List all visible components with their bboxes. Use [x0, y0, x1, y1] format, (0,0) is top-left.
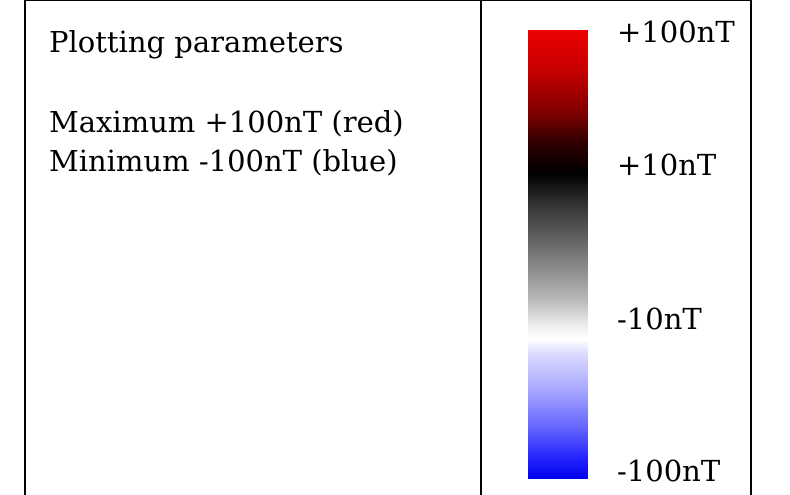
colorbar-tick-label: -10nT	[617, 302, 702, 336]
legend-frame	[24, 0, 752, 495]
maximum-parameter: Maximum +100nT (red)	[49, 105, 404, 139]
color-scale-bar	[528, 30, 588, 479]
parameters-title: Plotting parameters	[49, 25, 344, 59]
minimum-parameter: Minimum -100nT (blue)	[49, 144, 398, 178]
colorbar-tick-label: +100nT	[617, 15, 735, 49]
colorbar-tick-label: -100nT	[617, 454, 721, 488]
colorbar-tick-label: +10nT	[617, 148, 717, 182]
panel-divider	[480, 0, 482, 495]
